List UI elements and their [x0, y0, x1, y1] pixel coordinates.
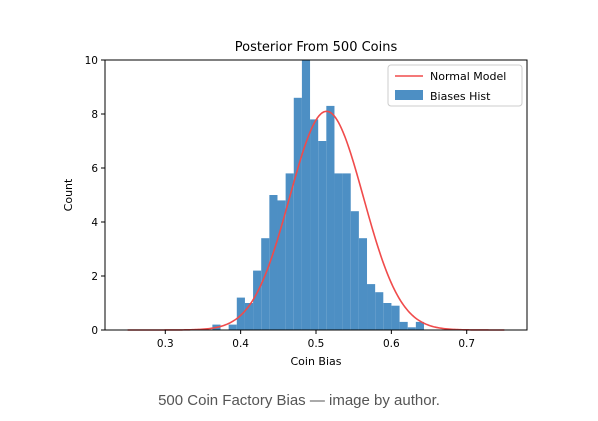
histogram-bar [318, 141, 327, 330]
histogram-bar [244, 303, 254, 330]
histogram-bar [367, 284, 376, 330]
y-tick-label: 2 [91, 271, 98, 283]
histogram-bar [285, 173, 294, 330]
x-axis-ticks: 0.3 0.4 0.5 0.6 0.7 [157, 330, 475, 350]
histogram-bar [253, 270, 262, 330]
histogram-bar [301, 60, 311, 330]
histogram-bar [350, 211, 359, 330]
histogram-bar [375, 292, 384, 330]
x-axis-label: Coin Bias [290, 355, 341, 368]
y-axis-ticks: 0 2 4 6 8 10 [85, 55, 105, 337]
x-tick-label: 0.7 [458, 338, 475, 350]
x-tick-label: 0.6 [383, 338, 400, 350]
histogram-bar [228, 324, 237, 330]
histogram-bar [383, 303, 392, 330]
legend: Normal Model Biases Hist [387, 64, 523, 107]
legend-label-normal-model: Normal Model [430, 70, 506, 83]
y-axis-label: Count [62, 178, 75, 211]
x-tick-label: 0.3 [157, 338, 174, 350]
histogram-bar [310, 119, 319, 331]
histogram-bar [269, 195, 278, 330]
y-tick-label: 4 [91, 217, 98, 229]
chart: Posterior From 500 Coins 0.3 0.4 0.5 0.6 0.7… [62, 40, 528, 368]
histogram-bar [407, 327, 416, 330]
y-tick-label: 8 [91, 109, 98, 121]
y-tick-label: 10 [85, 55, 98, 67]
chart-title: Posterior From 500 Coins [235, 40, 398, 55]
histogram-bar [334, 173, 343, 330]
histogram-bar [236, 297, 245, 330]
histogram-bar [261, 238, 270, 330]
histogram-bar [293, 97, 302, 330]
y-tick-label: 0 [91, 325, 98, 337]
histogram-bar [277, 200, 286, 330]
x-tick-label: 0.4 [232, 338, 249, 350]
histogram-bar [399, 321, 408, 330]
x-tick-label: 0.5 [308, 338, 325, 350]
histogram-bar [391, 305, 400, 330]
y-tick-label: 6 [91, 163, 98, 175]
histogram-bar [326, 105, 335, 331]
histogram-bars [212, 60, 424, 331]
legend-hist-swatch [395, 90, 423, 100]
legend-label-biases-hist: Biases Hist [430, 90, 491, 103]
figure-caption: 500 Coin Factory Bias — image by author. [158, 392, 440, 409]
histogram-bar [415, 321, 424, 330]
histogram-bar [342, 173, 351, 330]
histogram-bar [358, 238, 368, 330]
